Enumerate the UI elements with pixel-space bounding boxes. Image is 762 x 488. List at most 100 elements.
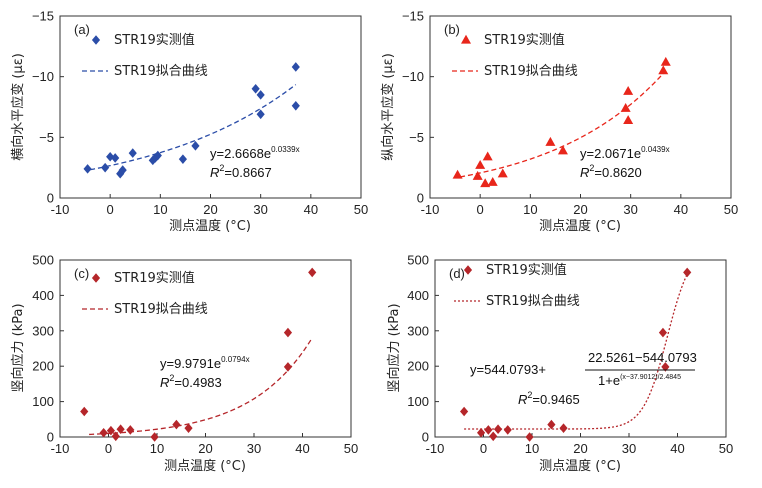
y-tick-label: 200	[407, 359, 429, 374]
data-point	[658, 65, 669, 75]
data-point	[658, 327, 668, 338]
y-tick-label: 400	[407, 288, 429, 303]
legend-marker	[91, 35, 101, 45]
x-tick-label: 10	[525, 441, 539, 456]
x-tick-label: 30	[623, 202, 637, 217]
x-tick-label: 20	[198, 441, 212, 456]
data-point	[452, 169, 463, 179]
x-tick-label: 40	[304, 202, 318, 217]
r-squared: R2=0.9465	[518, 390, 580, 407]
x-tick-label: 20	[573, 441, 587, 456]
y-tick-label: 0	[422, 430, 429, 445]
data-point	[153, 150, 162, 161]
data-point	[172, 419, 181, 430]
data-point	[493, 424, 503, 435]
r-squared-prefix: R	[160, 375, 169, 390]
x-tick-label: -10	[421, 202, 440, 217]
legend: STR19实测值 STR19拟合曲线	[82, 270, 208, 317]
legend-label-fit: STR19拟合曲线	[114, 64, 208, 79]
r-squared-value: =0.4983	[174, 375, 221, 390]
x-axis-label: 测点温度 (°C)	[539, 458, 621, 474]
data-point	[291, 100, 300, 111]
equation-exponent: 0.0439x	[641, 145, 669, 154]
equation-left: y=544.0793+	[470, 362, 546, 377]
data-point	[251, 84, 260, 94]
equation-base: y=2.0671e	[580, 146, 641, 161]
legend-label-fit: STR19拟合曲线	[114, 302, 208, 317]
r-squared-value: =0.8667	[224, 165, 271, 180]
r-squared: R2=0.8667	[210, 163, 272, 180]
data-point	[111, 153, 120, 163]
y-axis-label: 竖向应力 (kPa)	[386, 303, 402, 392]
data-point	[126, 425, 135, 435]
x-axis-label: 测点温度 (°C)	[164, 458, 246, 474]
x-tick-label: 0	[105, 441, 112, 456]
y-tick-label: −15	[402, 9, 424, 24]
y-tick-label: −10	[32, 69, 54, 84]
equation: y=2.6668e0.0339x	[210, 145, 300, 161]
data-point	[308, 267, 317, 278]
x-tick-label: 50	[724, 202, 738, 217]
data-point	[283, 327, 293, 338]
x-tick-label: -10	[426, 441, 445, 456]
equation: y=2.0671e0.0439x	[580, 145, 670, 161]
x-tick-label: 0	[107, 202, 114, 217]
data-point	[557, 145, 568, 155]
x-tick-label: -10	[51, 441, 70, 456]
data-point	[128, 148, 137, 158]
x-tick-label: 0	[480, 441, 487, 456]
y-tick-label: 0	[47, 430, 54, 445]
equation-base: y=9.9791e	[160, 356, 221, 371]
equation-base: y=2.6668e	[210, 146, 271, 161]
data-point	[661, 362, 670, 372]
fit-curve	[89, 84, 297, 171]
legend: STR19实测值 STR19拟合曲线	[454, 262, 580, 309]
data-point	[99, 427, 108, 438]
legend-label-measured: STR19实测值	[484, 32, 565, 48]
y-tick-label: 300	[32, 323, 54, 338]
data-point	[476, 427, 486, 438]
fit-equation: y=9.9791e0.0794x R2=0.4983	[160, 355, 250, 390]
fit-equation: y=544.0793+ 22.5261−544.0793 1+e(x−37.9012…	[470, 350, 697, 407]
data-point	[525, 432, 534, 442]
y-tick-label: 300	[407, 323, 429, 338]
r-squared-value: =0.8620	[594, 165, 641, 180]
data-point	[660, 56, 671, 66]
x-axis-label: 测点温度 (°C)	[169, 218, 251, 234]
data-point	[620, 102, 631, 112]
x-tick-label: 10	[523, 202, 537, 217]
data-point	[559, 423, 568, 433]
fit-equation: y=2.6668e0.0339x R2=0.8667	[210, 145, 300, 180]
equation-exponent: 0.0339x	[271, 145, 299, 154]
legend-label-measured: STR19实测值	[486, 262, 567, 278]
r-squared: R2=0.4983	[160, 373, 222, 390]
legend-label-measured: STR19实测值	[114, 270, 195, 286]
data-point	[472, 170, 483, 180]
r-squared: R2=0.8620	[580, 163, 642, 180]
data-point	[497, 168, 508, 178]
r-squared-sup: 2	[527, 390, 532, 400]
x-tick-label: -10	[51, 202, 70, 217]
equation-exponent: 0.0794x	[221, 355, 249, 364]
y-tick-label: 500	[32, 253, 54, 268]
r-squared-sup: 2	[589, 163, 594, 173]
fit-equation: y=2.0671e0.0439x R2=0.8620	[580, 145, 670, 180]
x-tick-label: 30	[622, 441, 636, 456]
legend: STR19实测值 STR19拟合曲线	[82, 32, 208, 79]
r-squared-value: =0.9465	[532, 392, 579, 407]
data-point	[683, 267, 692, 278]
data-point	[623, 85, 634, 95]
data-point	[191, 141, 200, 151]
panel-label: (c)	[74, 266, 89, 281]
y-axis-label: 纵向水平应变 (με)	[380, 53, 396, 161]
data-point	[256, 90, 265, 100]
x-tick-label: 50	[719, 441, 733, 456]
r-squared-sup: 2	[169, 373, 174, 383]
data-point	[503, 425, 512, 435]
